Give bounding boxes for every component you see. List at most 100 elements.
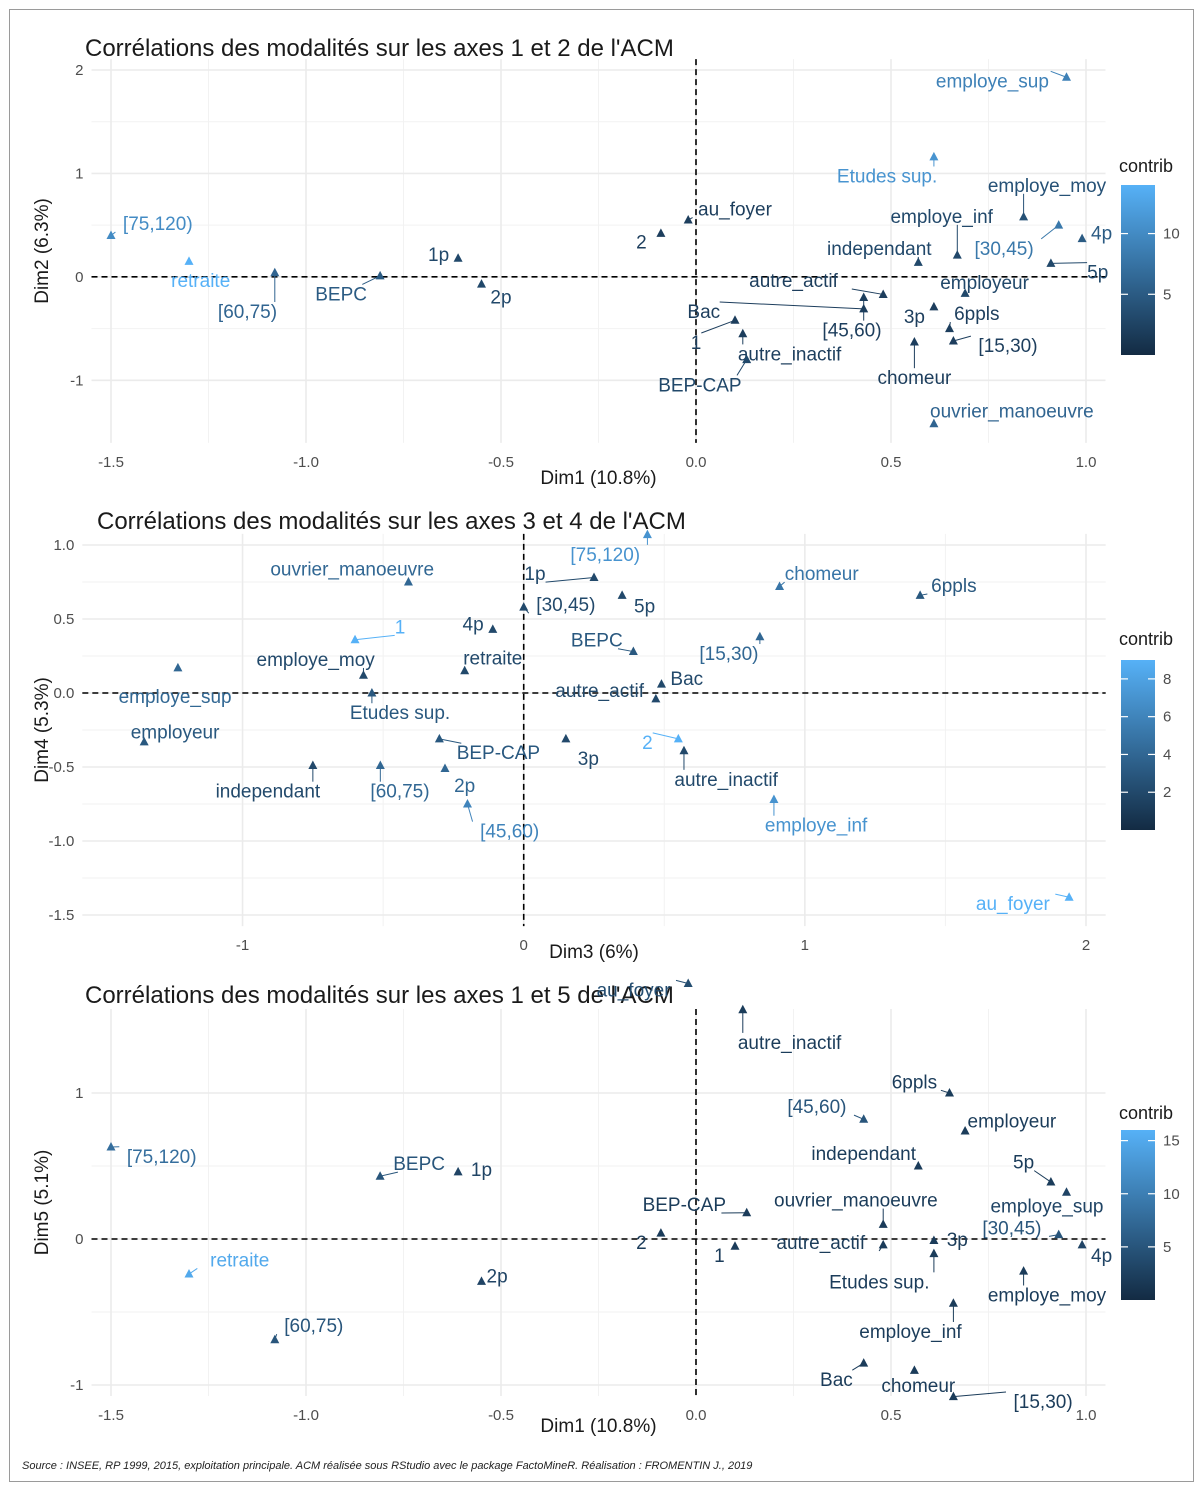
chart-panel-3: Corrélations des modalités sur les axes … (32, 978, 1180, 1437)
grid (82, 533, 1106, 927)
point-marker (945, 1088, 954, 1097)
legend-colorbar: contrib 2 4 6 8 (1119, 629, 1173, 830)
y-tick-label: 0 (75, 269, 83, 286)
point-label: 1 (714, 1246, 725, 1267)
point-label: [15,30) (1014, 1392, 1073, 1413)
point-label: BEP-CAP (457, 743, 540, 764)
point-marker (683, 214, 693, 224)
point-label: Bac (670, 669, 703, 690)
point-marker (1019, 1266, 1029, 1275)
point-marker (453, 253, 463, 262)
point-label: BEPC (571, 631, 623, 652)
legend-title: contrib (1119, 1103, 1173, 1123)
point-group: [75,120) (106, 1142, 197, 1168)
point-group: independant (827, 239, 932, 266)
point-group: 2p (440, 763, 475, 797)
point-marker (952, 250, 962, 259)
point-label: Etudes sup. (350, 703, 450, 724)
chart-panel-1: Corrélations des modalités sur les axes … (32, 35, 1180, 489)
point-marker (1019, 211, 1029, 221)
point-group: [45,60) (462, 799, 539, 843)
point-label: employe_moy (988, 1285, 1107, 1306)
point-label: independant (811, 1144, 916, 1165)
point-group: autre_actif (776, 1233, 888, 1254)
point-group: [30,45) (982, 1218, 1064, 1239)
point-group: Bac (820, 1358, 869, 1391)
legend-colorbar: contrib 5 10 15 (1119, 1103, 1180, 1300)
point-group: 1p (428, 245, 463, 266)
point-label: 3p (947, 1230, 968, 1251)
point-marker (460, 665, 470, 675)
point-marker (375, 760, 385, 770)
point-label: 3p (578, 749, 599, 770)
legend-tick-label: 8 (1163, 671, 1171, 688)
point-marker (1064, 892, 1074, 901)
point-label: 2 (636, 233, 647, 254)
label-connector (379, 1171, 399, 1177)
point-label: [45,60) (480, 822, 539, 843)
point-marker (1054, 1229, 1064, 1239)
point-label: ouvrier_manoeuvre (774, 1191, 938, 1212)
point-label: employeur (131, 722, 220, 743)
x-tick-label: -0.5 (488, 454, 514, 471)
label-connector (617, 648, 634, 653)
point-marker (929, 301, 939, 311)
point-label: employe_inf (890, 207, 993, 228)
point-group: 1 (350, 617, 406, 644)
point-marker (462, 799, 472, 808)
point-group: 6ppls (915, 576, 977, 599)
point-marker (730, 315, 740, 324)
point-group: BEP-CAP (658, 354, 752, 396)
x-tick-label: -0.5 (488, 1407, 514, 1424)
y-tick-label: 1 (75, 165, 83, 182)
point-label: chomeur (881, 1376, 956, 1397)
legend-tick-label: 4 (1163, 746, 1171, 763)
point-label: [60,75) (370, 782, 429, 803)
point-group: 5p (1013, 1153, 1056, 1186)
point-group: [60,75) (218, 267, 280, 323)
point-label: autre_actif (555, 681, 644, 702)
x-tick-label: 0.0 (686, 1407, 707, 1424)
point-group: employe_inf (890, 207, 994, 259)
point-label: 1 (395, 617, 406, 638)
point-group: employe_moy (988, 1266, 1107, 1306)
y-tick-label: -0.5 (48, 759, 74, 776)
legend-title: contrib (1119, 156, 1173, 176)
point-label: au_foyer (976, 894, 1051, 915)
chart-title: Corrélations des modalités sur les axes … (85, 35, 674, 62)
point-label: au_foyer (698, 200, 773, 221)
x-tick-label: 0.5 (881, 1407, 902, 1424)
point-marker (948, 1391, 958, 1401)
point-label: employe_moy (257, 650, 376, 671)
figure-frame (9, 9, 1194, 1482)
point-label: 4p (1091, 223, 1112, 244)
point-label: autre_inactif (738, 1033, 842, 1054)
point-group: 5p (1046, 258, 1108, 284)
y-tick-label: 1 (75, 1085, 83, 1102)
point-marker (913, 257, 923, 266)
point-marker (1062, 72, 1071, 81)
y-tick-label: -1.5 (48, 907, 74, 924)
point-group: retraite (184, 1250, 269, 1278)
point-label: employe_inf (859, 1322, 962, 1343)
point-group: employeur (131, 722, 220, 746)
point-marker (477, 279, 486, 288)
point-group: employe_sup (119, 662, 232, 708)
point-marker (755, 631, 765, 641)
point-marker (960, 1125, 970, 1135)
point-label: 5p (634, 597, 655, 618)
point-marker (742, 1207, 752, 1217)
point-label: BEPC (393, 1154, 445, 1175)
point-group: retraite (460, 648, 522, 675)
point-marker (859, 1114, 869, 1123)
point-group: BEP-CAP (434, 733, 540, 764)
point-group: chomeur (881, 1365, 956, 1397)
point-group: Etudes sup. (829, 1248, 939, 1293)
point-marker (656, 228, 666, 237)
point-group: 3p (904, 301, 939, 328)
point-group: 1 (691, 315, 740, 354)
point-group: BEPC (375, 1154, 445, 1180)
point-group: 4p (1077, 223, 1112, 244)
point-label: 3p (904, 307, 925, 328)
point-group: BEP-CAP (643, 1195, 752, 1217)
